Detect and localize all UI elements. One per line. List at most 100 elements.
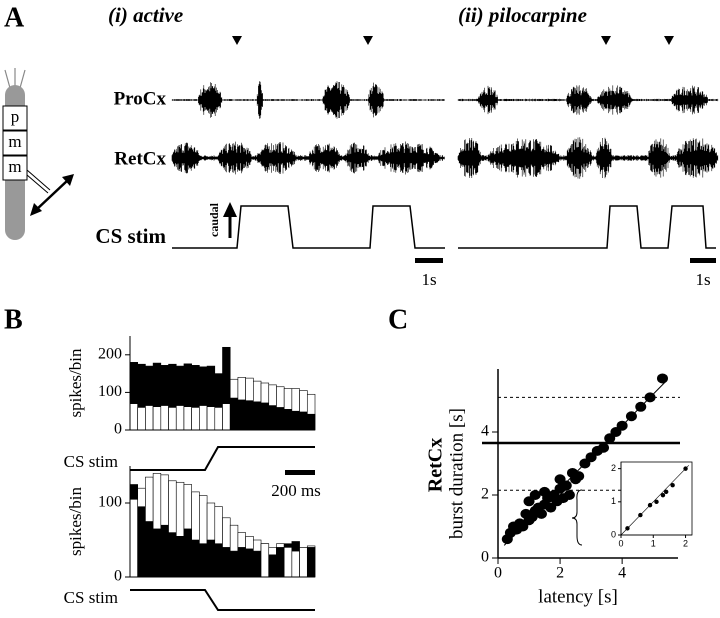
point bbox=[683, 466, 688, 471]
bar bbox=[260, 402, 270, 431]
point bbox=[647, 502, 653, 508]
scale-label: 200 ms bbox=[271, 481, 321, 500]
stim-label: CS stim bbox=[64, 452, 118, 471]
fit-line bbox=[620, 465, 689, 536]
stim-trace bbox=[130, 589, 315, 611]
bar bbox=[229, 550, 239, 578]
y-axis-label: burst duration [s] bbox=[446, 408, 467, 539]
y-tick-label: 2 bbox=[481, 486, 489, 503]
point bbox=[654, 499, 659, 505]
traces bbox=[171, 81, 719, 179]
bar bbox=[129, 498, 139, 578]
bar bbox=[183, 406, 192, 431]
bar bbox=[214, 543, 223, 578]
channel-label: ProCx bbox=[114, 88, 167, 109]
bar bbox=[276, 407, 285, 431]
scale-bar bbox=[285, 470, 315, 475]
bar bbox=[137, 407, 146, 431]
bar bbox=[145, 405, 154, 431]
bar bbox=[183, 528, 192, 578]
bar bbox=[168, 532, 177, 578]
segment-label: m bbox=[8, 157, 21, 176]
y-tick-label: 1 bbox=[611, 496, 616, 506]
y-tick-label: 100 bbox=[98, 494, 122, 511]
scale-bar bbox=[415, 258, 443, 263]
x-axis-label: latency [s] bbox=[538, 586, 618, 607]
scale-label: 1s bbox=[421, 270, 436, 289]
x-tick-label: 0 bbox=[494, 565, 502, 582]
brace bbox=[571, 489, 583, 546]
point bbox=[573, 471, 585, 482]
point bbox=[660, 492, 666, 498]
point bbox=[535, 508, 547, 519]
bar bbox=[276, 547, 285, 578]
point bbox=[560, 480, 572, 491]
bar bbox=[260, 543, 270, 578]
point bbox=[644, 392, 656, 403]
point bbox=[670, 483, 675, 488]
segment-label: p bbox=[11, 107, 20, 126]
bar bbox=[160, 524, 169, 578]
channel-label: RetCx bbox=[114, 148, 166, 169]
direction-label: caudal bbox=[207, 202, 221, 237]
panel-label: C bbox=[388, 304, 408, 335]
bar bbox=[168, 407, 177, 431]
bar bbox=[291, 550, 300, 578]
y-tick-label: 0 bbox=[114, 568, 122, 585]
point bbox=[625, 526, 630, 531]
bar bbox=[222, 547, 231, 578]
bar bbox=[268, 405, 277, 431]
bar bbox=[306, 547, 316, 578]
bar bbox=[199, 405, 208, 431]
bar bbox=[253, 401, 262, 431]
bar bbox=[206, 406, 216, 431]
bar bbox=[237, 547, 246, 578]
bar bbox=[222, 403, 231, 431]
schematic bbox=[2, 68, 74, 240]
bar bbox=[152, 528, 162, 578]
bar bbox=[199, 543, 208, 578]
y-tick-label: 200 bbox=[98, 345, 122, 362]
scale-bar bbox=[690, 258, 716, 263]
stim-trace bbox=[458, 205, 716, 249]
bar bbox=[175, 405, 185, 431]
y-axis-label: spikes/bin bbox=[66, 487, 85, 556]
bar bbox=[137, 506, 146, 578]
bar bbox=[152, 406, 162, 431]
bar bbox=[191, 407, 200, 431]
direction-arrow bbox=[223, 202, 237, 238]
bar bbox=[283, 547, 293, 578]
bar bbox=[175, 535, 185, 578]
condition-title: (ii) pilocarpine bbox=[458, 3, 587, 27]
point bbox=[638, 512, 643, 518]
bar bbox=[129, 403, 139, 431]
bar bbox=[299, 547, 308, 578]
bar bbox=[299, 411, 308, 431]
x-tick-label: 2 bbox=[683, 538, 688, 548]
point bbox=[563, 490, 575, 500]
point bbox=[616, 420, 628, 431]
bar bbox=[253, 550, 262, 578]
stim-label: CS stim bbox=[64, 588, 118, 607]
signal-trace bbox=[171, 81, 445, 119]
point bbox=[598, 442, 610, 453]
x-tick-label: 4 bbox=[618, 565, 626, 582]
y-axis-label: spikes/bin bbox=[66, 348, 85, 417]
point bbox=[663, 489, 669, 495]
panel-label: A bbox=[4, 2, 25, 33]
condition-title: (i) active bbox=[108, 3, 183, 27]
bar bbox=[206, 539, 216, 578]
point bbox=[656, 373, 668, 384]
y-tick-label: 4 bbox=[481, 423, 489, 440]
bar bbox=[214, 407, 223, 431]
bar bbox=[291, 410, 300, 431]
bar bbox=[283, 409, 293, 431]
signal-trace bbox=[457, 85, 719, 115]
y-tick-label: 2 bbox=[611, 463, 616, 473]
bar bbox=[229, 397, 239, 431]
signal-trace bbox=[457, 137, 719, 179]
x-tick-label: 1 bbox=[651, 538, 656, 548]
stim-markers bbox=[232, 36, 674, 45]
channel-label: RetCx bbox=[425, 438, 447, 492]
